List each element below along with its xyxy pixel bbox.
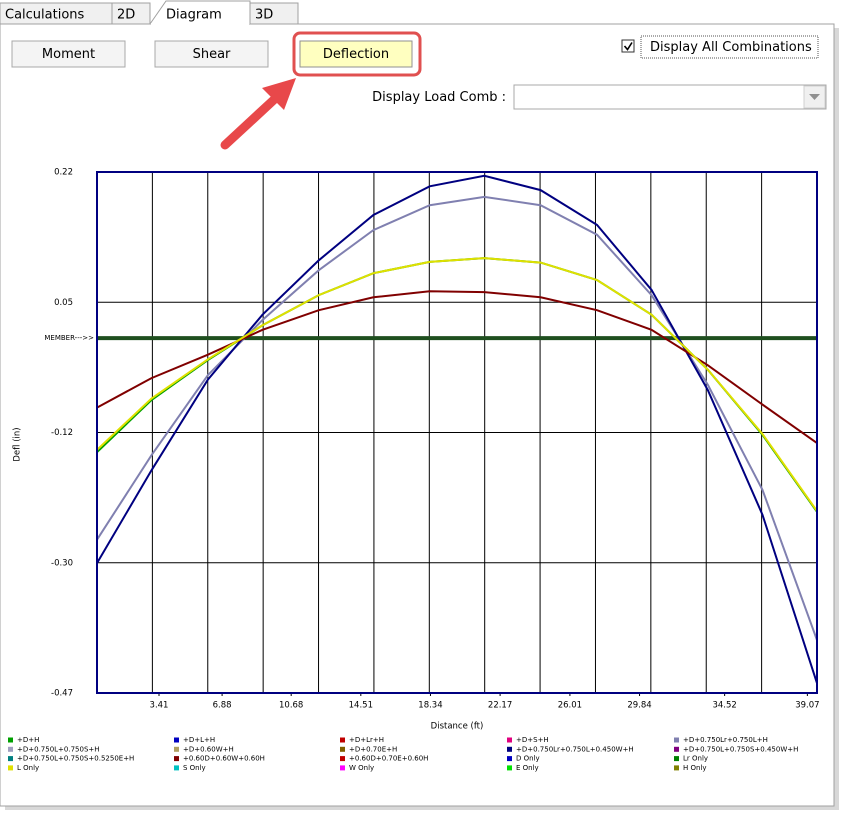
x-tick-label: 18.34 (418, 701, 442, 711)
x-tick-label: 3.41 (150, 701, 169, 711)
tab-label: Diagram (166, 8, 222, 23)
legend-swatch (507, 756, 512, 762)
button-label: Deflection (323, 47, 389, 62)
dropdown-arrow (809, 94, 820, 100)
legend-label: +0.60D+0.70E+0.60H (349, 755, 428, 763)
legend-label: +D+Lr+H (349, 736, 384, 744)
legend-swatch (8, 765, 13, 771)
tab[interactable] (111, 2, 151, 25)
tab[interactable] (249, 2, 299, 25)
legend-swatch (507, 746, 512, 752)
legend-label: +D+0.750L+0.750S+0.5250E+H (17, 755, 134, 763)
checkbox-label: Display All Combinations (650, 40, 812, 55)
legend-label: Lr Only (683, 755, 708, 763)
x-tick-label: 29.84 (627, 701, 651, 711)
legend-label: +D+0.750Lr+0.750L+H (683, 736, 768, 744)
button[interactable] (11, 40, 126, 68)
legend-swatch (674, 746, 679, 752)
legend-swatch (174, 765, 179, 771)
legend-swatch (340, 756, 345, 762)
legend-label: S Only (183, 764, 206, 772)
highlight-outline (292, 31, 422, 77)
member-label: MEMBER--->> (44, 334, 94, 342)
y-tick-label: 0.05 (54, 298, 73, 308)
panel (0, 23, 835, 807)
button-label: Shear (193, 47, 231, 62)
dropdown[interactable] (513, 84, 827, 110)
button-label: Moment (42, 47, 95, 62)
legend-label: +D+S+H (516, 736, 549, 744)
legend-swatch (340, 746, 345, 752)
callout-arrow (220, 78, 296, 150)
series-line (96, 257, 818, 512)
x-tick-label: 10.68 (279, 701, 303, 711)
tab-label: 2D (117, 8, 135, 23)
legend-label: W Only (349, 764, 374, 772)
legend-label: +D+0.750L+0.750S+H (17, 745, 100, 753)
dropdown-label: Display Load Comb : (372, 90, 506, 105)
legend-swatch (507, 765, 512, 771)
legend-swatch (174, 756, 179, 762)
x-tick-label: 22.17 (488, 701, 512, 711)
legend-label: +D+H (17, 736, 39, 744)
legend-swatch (340, 737, 345, 743)
x-axis-label: Distance (ft) (431, 722, 484, 732)
button[interactable] (154, 40, 269, 68)
legend-label: E Only (516, 764, 539, 772)
y-tick-label: -0.12 (51, 428, 73, 438)
legend-swatch (174, 746, 179, 752)
legend-swatch (674, 737, 679, 743)
y-tick-label: -0.47 (51, 689, 73, 699)
x-tick-label: 14.51 (349, 701, 373, 711)
x-tick-label: 6.88 (213, 701, 232, 711)
y-tick-label: -0.30 (51, 558, 73, 568)
x-tick-label: 26.01 (558, 701, 582, 711)
legend-swatch (674, 756, 679, 762)
series-line (96, 174, 818, 684)
series-line (96, 195, 818, 641)
legend-label: +D+0.750Lr+0.750L+0.450W+H (516, 745, 634, 753)
tab-label: Calculations (5, 8, 85, 23)
button[interactable] (299, 40, 413, 68)
legend-swatch (507, 737, 512, 743)
legend-label: +0.60D+0.60W+0.60H (183, 755, 265, 763)
legend-label: +D+0.70E+H (349, 745, 397, 753)
legend-label: H Only (683, 764, 707, 772)
tab-label: 3D (255, 8, 273, 23)
legend-swatch (674, 765, 679, 771)
legend-swatch (8, 756, 13, 762)
legend-swatch (8, 746, 13, 752)
legend-swatch (340, 765, 345, 771)
plot-frame (96, 171, 818, 694)
y-tick-label: 0.22 (54, 168, 73, 178)
legend-label: +D+L+H (183, 736, 215, 744)
focus-box (640, 35, 819, 59)
legend-label: +D+0.60W+H (183, 745, 234, 753)
legend-label: L Only (17, 764, 39, 772)
checkmark (623, 42, 633, 51)
x-tick-label: 39.07 (795, 701, 819, 711)
legend-label: +D+0.750L+0.750S+0.450W+H (683, 745, 798, 753)
legend-swatch (174, 737, 179, 743)
y-axis-label: Defl (in) (13, 427, 23, 461)
x-tick-label: 34.52 (712, 701, 736, 711)
legend-label: D Only (516, 755, 540, 763)
legend-swatch (8, 737, 13, 743)
